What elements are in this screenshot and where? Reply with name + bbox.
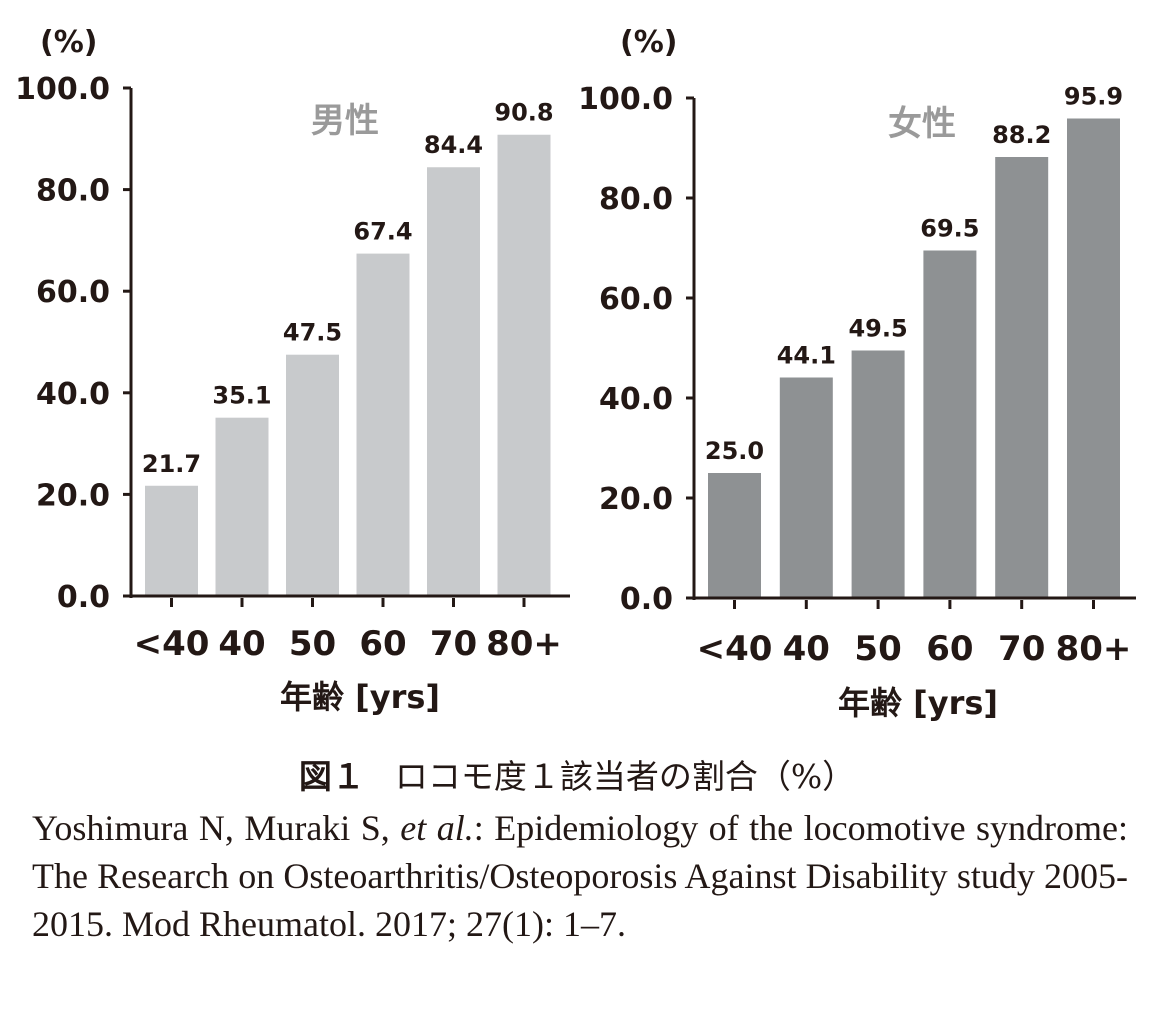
value-label: 35.1 <box>212 382 271 410</box>
value-label: 95.9 <box>1064 83 1123 111</box>
x-axis-title: 年齢 [yrs] <box>280 678 440 716</box>
x-tick-label: <40 <box>697 629 773 669</box>
figure-caption: 図１ ロコモ度１該当者の割合（%） <box>0 750 1154 798</box>
x-tick-label: <40 <box>134 624 210 664</box>
bar-40 <box>215 417 269 596</box>
figure-number: 図１ <box>298 757 365 796</box>
bar-40 <box>708 473 761 598</box>
x-tick-label: 70 <box>430 624 477 664</box>
x-tick-label: 80+ <box>1056 629 1132 669</box>
citation: Yoshimura N, Muraki S, et al.: Epidemiol… <box>32 804 1128 948</box>
y-tick-label: 100.0 <box>578 82 673 117</box>
y-tick-label: 0.0 <box>620 582 673 617</box>
bar-40 <box>145 485 198 596</box>
x-tick-label: 40 <box>783 629 830 669</box>
bar-60 <box>356 253 410 596</box>
bar-40 <box>779 377 833 598</box>
panel-title: 男性 <box>311 101 379 141</box>
bar-80 <box>1067 118 1120 598</box>
value-label: 44.1 <box>777 342 836 370</box>
bar-60 <box>923 250 977 598</box>
chart-female: (%) 女性 25.0 <40 44.1 40 49.5 50 69.5 60 88.2 70 95.9… <box>578 25 1136 722</box>
citation-rest: : Epidemiology of the locomotive syndrom… <box>32 808 1129 944</box>
value-label: 69.5 <box>920 215 979 243</box>
y-tick-label: 20.0 <box>599 482 673 517</box>
chart-male: (%) 男性 21.7 <40 35.1 40 47.5 50 67.4 60 84.4 70 90.8… <box>15 25 570 716</box>
x-tick-label: 70 <box>998 629 1045 669</box>
bar-70 <box>995 157 1049 598</box>
x-tick-label: 60 <box>359 624 406 664</box>
value-label: 21.7 <box>142 450 201 478</box>
x-tick-label: 80+ <box>486 624 562 664</box>
citation-authors: Yoshimura N, Muraki S, <box>32 808 401 848</box>
y-tick-label: 0.0 <box>57 580 110 615</box>
y-tick-label: 60.0 <box>599 282 673 317</box>
value-label: 25.0 <box>705 437 764 465</box>
value-label: 90.8 <box>494 99 553 127</box>
y-tick-label: 80.0 <box>599 182 673 217</box>
panel-title: 女性 <box>888 104 956 144</box>
y-tick-label: 100.0 <box>15 72 110 107</box>
y-unit-label: (%) <box>40 25 97 60</box>
y-tick-label: 60.0 <box>36 275 110 310</box>
value-label: 84.4 <box>424 131 483 159</box>
y-tick-label: 40.0 <box>36 377 110 412</box>
y-tick-label: 40.0 <box>599 382 673 417</box>
y-tick-label: 80.0 <box>36 174 110 209</box>
value-label: 67.4 <box>353 218 412 246</box>
charts-figure: (%) 男性 21.7 <40 35.1 40 47.5 50 67.4 60 84.4 70 90.8… <box>15 25 1136 722</box>
value-label: 49.5 <box>848 315 907 343</box>
x-tick-label: 40 <box>218 624 265 664</box>
figure-caption-text: ロコモ度１該当者の割合（%） <box>394 757 856 796</box>
x-tick-label: 50 <box>854 629 901 669</box>
x-axis-title: 年齢 [yrs] <box>838 684 998 722</box>
x-tick-label: 60 <box>926 629 973 669</box>
bar-50 <box>851 350 905 598</box>
value-label: 88.2 <box>992 121 1051 149</box>
y-tick-label: 20.0 <box>36 478 110 513</box>
bar-70 <box>427 167 480 597</box>
x-tick-label: 50 <box>289 624 336 664</box>
value-label: 47.5 <box>283 319 342 347</box>
bar-50 <box>286 354 339 596</box>
citation-etal: et al. <box>400 808 474 848</box>
bar-80 <box>497 134 551 596</box>
y-unit-label: (%) <box>620 25 677 60</box>
